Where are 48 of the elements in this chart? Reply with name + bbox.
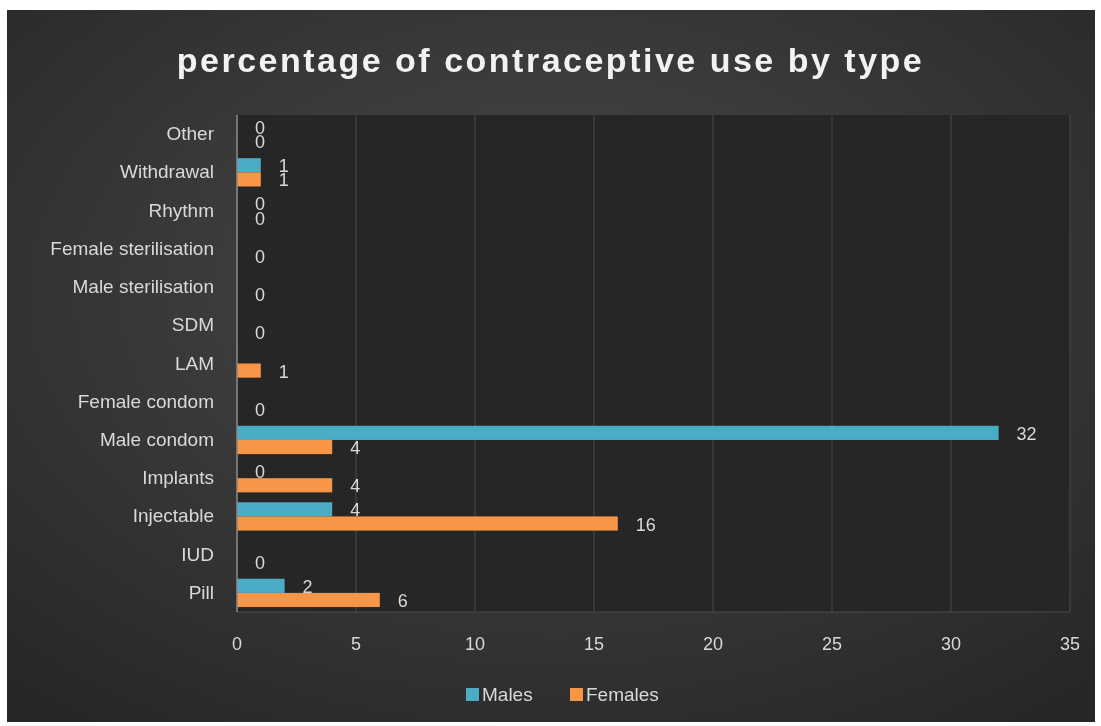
bar [237,439,333,455]
y-tick-label: Pill [188,581,214,603]
data-label: 0 [255,246,266,267]
data-label: 1 [278,361,289,382]
bar [237,516,618,531]
x-tick-label: 20 [702,634,724,654]
y-tick-label: Male sterilisation [72,276,214,298]
bar [237,502,333,517]
data-label: 0 [255,285,266,306]
bar [237,425,999,440]
data-label: 0 [255,323,266,344]
data-label: 4 [350,500,361,521]
y-tick-label: Female sterilisation [50,237,214,259]
y-tick-label: Other [166,123,215,145]
x-tick-label: 0 [231,634,243,654]
data-label: 0 [255,462,266,483]
legend-label: Females [586,684,659,705]
y-tick-label: Rhythm [148,199,214,221]
x-tick-label: 30 [940,634,962,654]
y-tick-label: Male condom [99,428,214,450]
x-tick-label: 25 [821,634,843,654]
bar [237,172,261,187]
bar [237,592,380,608]
data-label: 0 [255,552,266,573]
bar [237,363,261,378]
bar [237,478,333,493]
y-tick-label: Injectable [132,505,214,527]
bar [237,158,261,173]
y-tick-label: LAM [174,352,214,374]
y-tick-label: Withdrawal [120,161,214,183]
data-label: 2 [302,576,313,597]
y-tick-label: Implants [142,467,214,489]
y-tick-label: IUD [181,543,214,565]
legend-label: Males [482,684,533,705]
x-tick-label: 15 [583,634,605,654]
x-tick-label: 10 [464,634,486,654]
x-tick-label: 35 [1059,634,1081,654]
chart-title: percentage of contraceptive use by type [176,41,925,79]
data-label: 4 [350,476,361,497]
data-label: 6 [397,590,408,611]
x-tick-label: 5 [350,634,362,654]
data-label: 32 [1016,423,1037,444]
data-label: 16 [635,514,656,535]
y-tick-label: Female condom [77,390,214,412]
y-tick-label: SDM [171,314,214,336]
data-label: 4 [350,438,361,459]
bar [237,578,285,593]
data-label: 0 [255,399,266,420]
